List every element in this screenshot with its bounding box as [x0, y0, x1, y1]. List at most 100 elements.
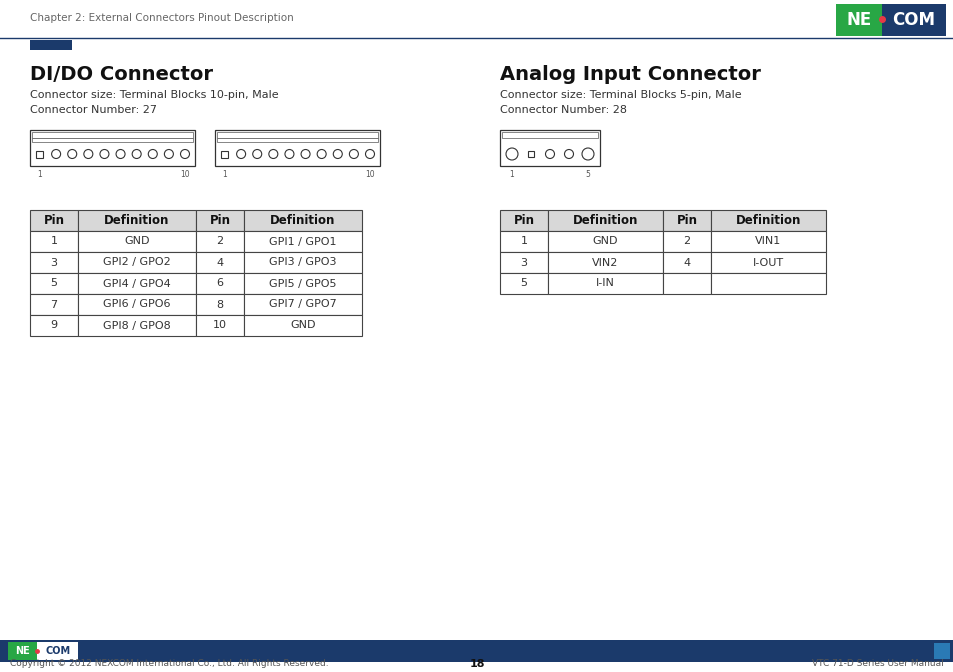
Text: Connector Number: 27: Connector Number: 27 [30, 105, 157, 115]
Bar [499, 252, 547, 273]
Bar [78, 294, 195, 315]
Text: 18: 18 [469, 659, 484, 669]
Text: GPI6 / GPO6: GPI6 / GPO6 [103, 300, 171, 310]
Text: 5: 5 [51, 278, 57, 288]
Text: 7: 7 [51, 300, 57, 310]
Bar [30, 210, 78, 231]
Text: Copyright © 2012 NEXCOM International Co., Ltd. All Rights Reserved.: Copyright © 2012 NEXCOM International Co… [10, 659, 328, 669]
Circle shape [301, 149, 310, 159]
Bar [195, 210, 244, 231]
Text: GND: GND [290, 321, 315, 331]
Text: Definition: Definition [572, 214, 638, 227]
Circle shape [269, 149, 277, 159]
Circle shape [564, 149, 573, 159]
Text: GPI1 / GPO1: GPI1 / GPO1 [269, 237, 336, 247]
Bar [221, 151, 229, 157]
Bar [195, 273, 244, 294]
Bar [36, 151, 44, 157]
Bar [499, 231, 547, 252]
Text: 1: 1 [509, 170, 514, 179]
Text: Analog Input Connector: Analog Input Connector [499, 65, 760, 85]
Text: GND: GND [592, 237, 618, 247]
Bar [547, 252, 662, 273]
Bar [662, 231, 710, 252]
Bar [710, 252, 825, 273]
Circle shape [253, 149, 261, 159]
Bar [195, 231, 244, 252]
Circle shape [236, 149, 245, 159]
Bar [244, 315, 361, 336]
Text: 10: 10 [213, 321, 227, 331]
Bar [30, 252, 78, 273]
Bar [32, 138, 193, 142]
Bar [78, 315, 195, 336]
Text: I-OUT: I-OUT [752, 257, 783, 267]
Circle shape [349, 149, 358, 159]
Text: 10: 10 [180, 170, 190, 179]
Text: GPI8 / GPO8: GPI8 / GPO8 [103, 321, 171, 331]
Circle shape [180, 149, 190, 159]
Text: 10: 10 [365, 170, 375, 179]
Text: GPI5 / GPO5: GPI5 / GPO5 [269, 278, 336, 288]
Text: 1: 1 [37, 170, 42, 179]
Circle shape [333, 149, 342, 159]
Circle shape [84, 149, 92, 159]
Bar [547, 231, 662, 252]
Text: VTC 71-D Series User Manual: VTC 71-D Series User Manual [811, 659, 943, 669]
Text: 1: 1 [222, 170, 227, 179]
Bar [244, 252, 361, 273]
Circle shape [545, 149, 554, 159]
Bar [78, 252, 195, 273]
Text: Pin: Pin [513, 214, 534, 227]
Bar [195, 294, 244, 315]
Bar [835, 4, 882, 36]
Bar [933, 643, 949, 659]
Text: Pin: Pin [210, 214, 231, 227]
Bar [710, 273, 825, 294]
Text: 8: 8 [216, 300, 223, 310]
Bar [244, 210, 361, 231]
Circle shape [316, 149, 326, 159]
Text: 4: 4 [216, 257, 223, 267]
Text: Pin: Pin [676, 214, 697, 227]
Text: GPI3 / GPO3: GPI3 / GPO3 [269, 257, 336, 267]
Text: I-IN: I-IN [596, 278, 615, 288]
Text: GPI4 / GPO4: GPI4 / GPO4 [103, 278, 171, 288]
Bar [244, 273, 361, 294]
Text: VIN1: VIN1 [755, 237, 781, 247]
Bar [216, 132, 377, 138]
Bar [214, 130, 379, 166]
Text: Definition: Definition [735, 214, 801, 227]
Bar [216, 138, 377, 142]
Circle shape [365, 149, 375, 159]
Text: 5: 5 [585, 170, 590, 179]
Bar [37, 642, 78, 660]
Bar [547, 273, 662, 294]
Text: 6: 6 [216, 278, 223, 288]
Text: GND: GND [124, 237, 150, 247]
Bar [662, 273, 710, 294]
Bar [78, 210, 195, 231]
Text: Connector Number: 28: Connector Number: 28 [499, 105, 626, 115]
Bar [710, 231, 825, 252]
Text: 4: 4 [682, 257, 690, 267]
Circle shape [68, 149, 76, 159]
Text: NE: NE [15, 646, 30, 656]
Bar [78, 273, 195, 294]
Text: DI/DO Connector: DI/DO Connector [30, 65, 213, 85]
Bar [30, 231, 78, 252]
Text: 2: 2 [216, 237, 223, 247]
Text: 2: 2 [682, 237, 690, 247]
Bar [195, 252, 244, 273]
Circle shape [116, 149, 125, 159]
Text: Pin: Pin [44, 214, 65, 227]
Bar [30, 130, 194, 166]
Text: COM: COM [892, 11, 935, 29]
Text: VIN2: VIN2 [592, 257, 618, 267]
Circle shape [148, 149, 157, 159]
Bar [30, 40, 71, 50]
Text: 9: 9 [51, 321, 57, 331]
Bar [499, 130, 599, 166]
Text: COM: COM [45, 646, 71, 656]
Text: Definition: Definition [104, 214, 170, 227]
